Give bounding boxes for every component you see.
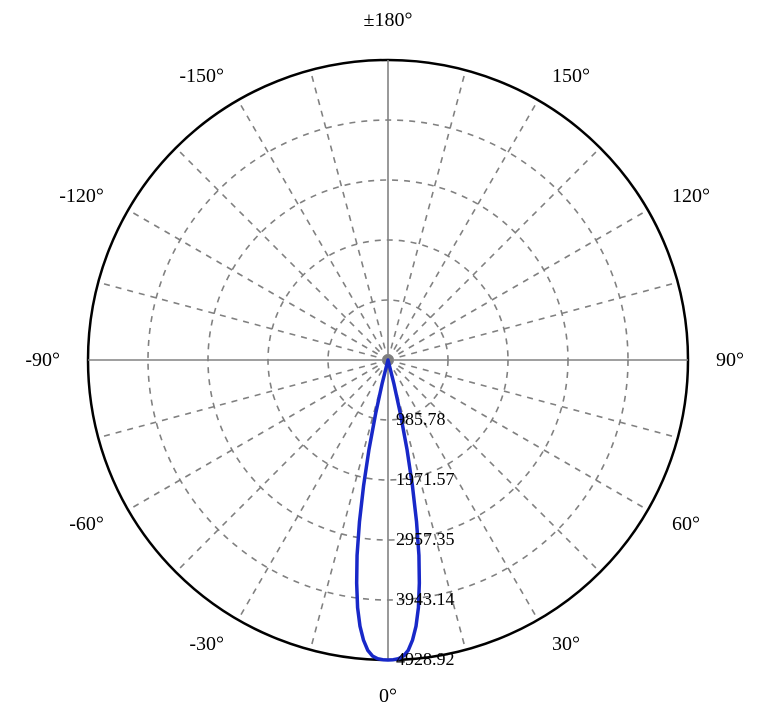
grid-spoke [238,100,388,360]
angle-label: 120° [672,185,710,207]
angle-label: -60° [69,513,104,535]
angle-label: 0° [379,685,397,707]
angle-label: -90° [25,349,60,371]
grid-spoke [98,282,388,360]
grid-spoke [388,70,466,360]
grid-spoke [388,100,538,360]
angle-label: -150° [179,65,224,87]
grid-spoke [128,360,388,510]
ring-label: 1971.57 [396,469,455,489]
ring-label: 2957.35 [396,529,455,549]
grid-spoke [388,282,678,360]
grid-spoke [176,148,388,360]
angle-label: -30° [189,633,224,655]
angle-label: 90° [716,349,744,371]
polar-chart: 985.78 1971.57 2957.35 3943.14 4928.92 ±180° 1… [0,0,776,719]
grid-spoke [176,360,388,572]
ring-label: 985.78 [396,409,446,429]
angle-label: 30° [552,633,580,655]
grid-spoke [238,360,388,620]
grid-spoke [128,210,388,360]
polar-svg: 985.78 1971.57 2957.35 3943.14 4928.92 ±180° 1… [0,0,776,719]
angle-label: ±180° [364,9,413,31]
ring-label: 4928.92 [396,649,455,669]
angle-label: -120° [59,185,104,207]
angle-label: 150° [552,65,590,87]
angle-label: 60° [672,513,700,535]
ring-label: 3943.14 [396,589,455,609]
grid-spoke [388,148,600,360]
grid-spoke [388,210,648,360]
grid-spoke [388,360,538,620]
grid-spoke [98,360,388,438]
grid-spoke [310,70,388,360]
